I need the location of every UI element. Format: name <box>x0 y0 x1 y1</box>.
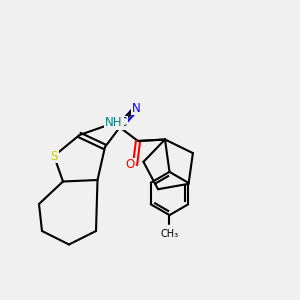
Text: C: C <box>119 116 127 130</box>
Text: N: N <box>132 101 141 115</box>
Text: S: S <box>50 149 58 163</box>
Text: CH₃: CH₃ <box>160 229 178 238</box>
Text: NH: NH <box>105 116 123 130</box>
Text: O: O <box>126 158 135 172</box>
